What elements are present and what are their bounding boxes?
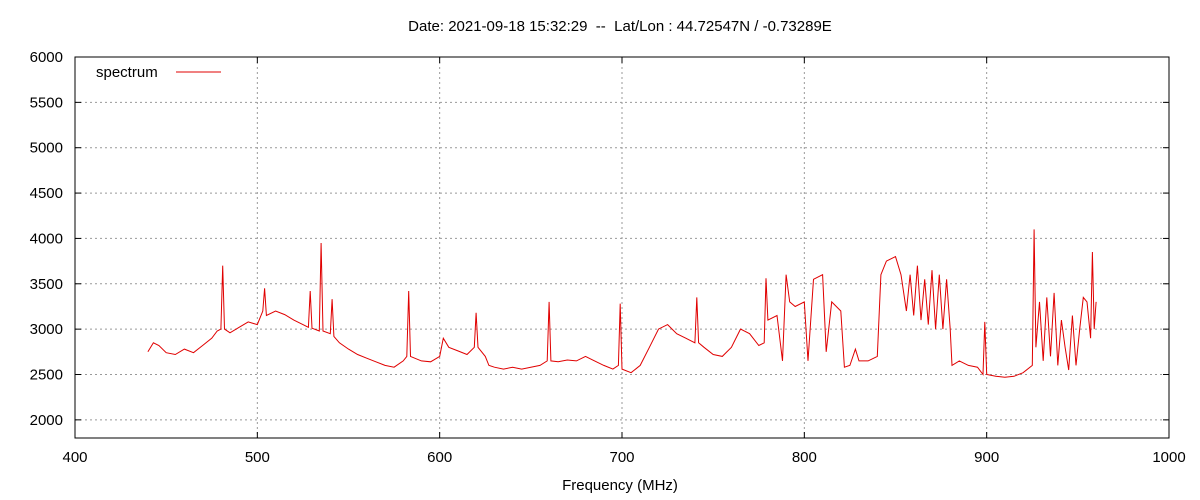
y-tick-label: 5000 — [30, 140, 63, 157]
y-tick-label: 5500 — [30, 94, 63, 111]
series-layer — [147, 229, 1097, 378]
y-tick-label: 3000 — [30, 321, 63, 338]
x-tick-label: 400 — [62, 449, 87, 466]
grid — [75, 57, 1169, 438]
x-axis-label: Frequency (MHz) — [562, 477, 678, 494]
series-line-spectrum — [147, 229, 1097, 378]
legend-label: spectrum — [96, 64, 158, 81]
x-tick-label: 900 — [974, 449, 999, 466]
y-tick-label: 6000 — [30, 49, 63, 66]
legend: spectrum — [96, 64, 221, 81]
x-tick-label: 1000 — [1152, 449, 1185, 466]
axis-ticks: 400 500 600 700 800 900 1000 2000 2500 3000 3500 40… — [30, 49, 1186, 466]
y-tick-label: 2500 — [30, 367, 63, 384]
chart-title: Date: 2021-09-18 15:32:29 -- Lat/Lon : 4… — [408, 18, 832, 35]
y-tick-label: 3500 — [30, 276, 63, 293]
x-tick-label: 700 — [609, 449, 634, 466]
x-tick-label: 800 — [792, 449, 817, 466]
x-tick-label: 600 — [427, 449, 452, 466]
y-tick-label: 4500 — [30, 185, 63, 202]
y-tick-label: 4000 — [30, 230, 63, 247]
x-tick-label: 500 — [245, 449, 270, 466]
y-tick-label: 2000 — [30, 412, 63, 429]
